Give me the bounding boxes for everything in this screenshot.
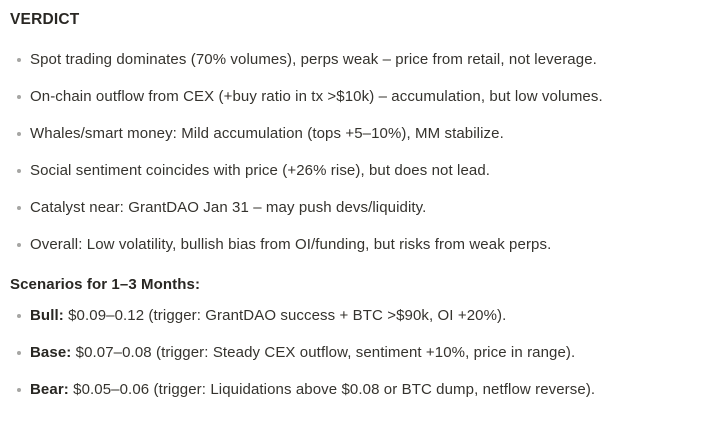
list-item-bull: Bull: $0.09–0.12 (trigger: GrantDAO succ… [10, 304, 694, 328]
bullet-text: Catalyst near: GrantDAO Jan 31 – may pus… [30, 199, 427, 216]
scenarios-bullet-list: Bull: $0.09–0.12 (trigger: GrantDAO succ… [10, 304, 694, 402]
bullet-text: Overall: Low volatility, bullish bias fr… [30, 236, 552, 253]
scenario-label: Base: [30, 344, 72, 361]
bullet-dot-icon [17, 206, 21, 210]
bullet-dot-icon [17, 95, 21, 99]
verdict-document: VERDICT Spot trading dominates (70% volu… [0, 9, 706, 402]
scenarios-heading: Scenarios for 1–3 Months: [10, 276, 201, 293]
bullet-dot-icon [17, 169, 21, 173]
list-item: On-chain outflow from CEX (+buy ratio in… [10, 85, 694, 109]
bullet-dot-icon [17, 58, 21, 62]
list-item: Overall: Low volatility, bullish bias fr… [10, 233, 694, 257]
bullet-text: Whales/smart money: Mild accumulation (t… [30, 125, 504, 142]
list-item: Spot trading dominates (70% volumes), pe… [10, 48, 694, 72]
scenario-text: $0.09–0.12 (trigger: GrantDAO success + … [63, 307, 507, 324]
list-item-bear: Bear: $0.05–0.06 (trigger: Liquidations … [10, 378, 694, 402]
scenario-label: Bull: [30, 307, 64, 324]
bullet-text: On-chain outflow from CEX (+buy ratio in… [30, 88, 603, 105]
bullet-dot-icon [17, 351, 21, 355]
bullet-dot-icon [17, 314, 21, 318]
scenario-text: $0.07–0.08 (trigger: Steady CEX outflow,… [71, 344, 576, 361]
list-item-base: Base: $0.07–0.08 (trigger: Steady CEX ou… [10, 341, 694, 365]
bullet-dot-icon [17, 388, 21, 392]
list-item: Social sentiment coincides with price (+… [10, 159, 694, 183]
bullet-text: Spot trading dominates (70% volumes), pe… [30, 51, 597, 68]
scenario-label: Bear: [30, 381, 69, 398]
bullet-dot-icon [17, 243, 21, 247]
scenario-text: $0.05–0.06 (trigger: Liquidations above … [68, 381, 596, 398]
bullet-text: Social sentiment coincides with price (+… [30, 162, 491, 179]
list-item: Whales/smart money: Mild accumulation (t… [10, 122, 694, 146]
bullet-dot-icon [17, 132, 21, 136]
verdict-heading: VERDICT [10, 11, 80, 28]
list-item: Catalyst near: GrantDAO Jan 31 – may pus… [10, 196, 694, 220]
verdict-bullet-list: Spot trading dominates (70% volumes), pe… [10, 48, 694, 257]
